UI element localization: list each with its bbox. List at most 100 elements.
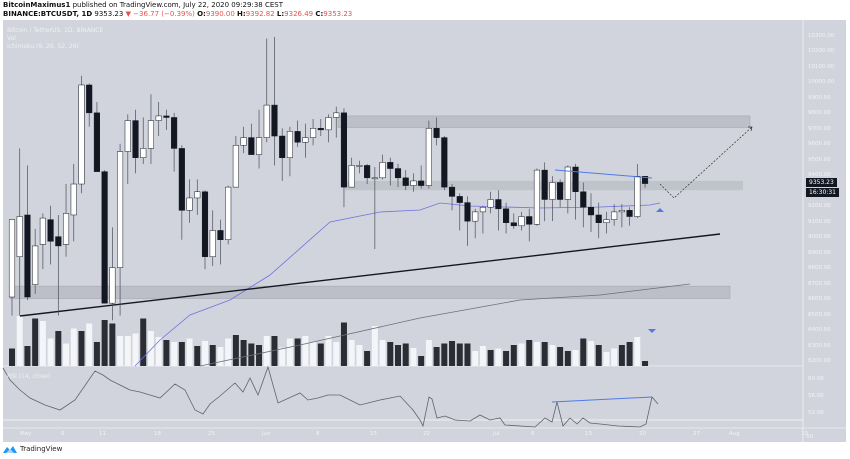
published-info: published on TradingView.com, July 22, 2…: [72, 1, 283, 9]
candle-body: [62, 213, 70, 245]
candle-body: [78, 84, 85, 185]
time-tick-label: Aug: [729, 431, 740, 437]
volume-bar: [472, 351, 479, 366]
volume-bar: [9, 348, 15, 366]
price-tick-label: 9100.00: [808, 218, 831, 225]
time-tick-label: 10: [801, 431, 808, 437]
volume-bar: [147, 331, 154, 366]
volume-bar: [441, 343, 448, 366]
candle-body: [101, 171, 108, 304]
tradingview-footer[interactable]: TradingView: [3, 445, 62, 453]
price-divergence-line: [554, 169, 653, 179]
price-tick-label: 10000.00: [808, 79, 835, 86]
volume-bar: [302, 336, 309, 366]
candle-body: [564, 166, 571, 200]
volume-bar: [510, 345, 517, 366]
candle-body: [533, 169, 541, 225]
long-ma-line: [199, 283, 691, 367]
volume-bar: [479, 346, 486, 366]
candle-body: [418, 180, 425, 186]
candle-body: [448, 186, 456, 197]
volume-bar: [348, 340, 355, 366]
volume-bar: [557, 347, 564, 366]
volume-bar: [163, 340, 170, 366]
volume-bar: [580, 338, 587, 366]
candle-body: [194, 191, 201, 199]
candle-body: [279, 135, 286, 158]
volume-bar: [232, 335, 239, 366]
rsi-tick: 56.00: [808, 393, 824, 399]
volume-bar: [340, 322, 347, 366]
candle-body: [618, 210, 625, 213]
volume-bar: [487, 350, 494, 366]
price-tick-label: 9000.00: [808, 234, 831, 241]
price-tick-label: 9900.00: [808, 94, 831, 101]
volume-bar: [526, 340, 533, 366]
publish-header: BitcoinMaximus1 published on TradingView…: [3, 1, 352, 19]
low-label: L:: [276, 10, 285, 18]
high-value: 9392.82: [245, 10, 275, 18]
rsi-tick: 52.00: [808, 410, 824, 416]
candle-body: [109, 267, 116, 304]
candle-body: [47, 219, 54, 242]
volume-bar: [93, 342, 100, 366]
candle-body: [39, 217, 46, 245]
candle-body: [425, 128, 432, 186]
price-tick-label: 10200.00: [808, 48, 835, 55]
volume-bar: [611, 348, 618, 366]
price-tick-label: 9600.00: [808, 141, 831, 148]
candle-body: [503, 208, 510, 223]
down-triangle-icon: [648, 329, 656, 333]
volume-bar: [402, 343, 409, 366]
open-value: 9390.00: [205, 10, 235, 18]
time-tick-label: Jun: [262, 431, 271, 437]
close-value: 9353.23: [323, 10, 353, 18]
chart-legend: Bitcoin / TetherUS, 1D, BINANCE Vol Ichi…: [7, 27, 103, 51]
high-label: H:: [237, 10, 246, 18]
legend-volume[interactable]: Vol: [7, 35, 16, 42]
time-tick-label: Jul: [493, 431, 500, 437]
candle-body: [302, 137, 309, 143]
candle-body: [433, 128, 440, 138]
candle-body: [16, 216, 23, 258]
volume-bar: [39, 321, 46, 366]
candle-body: [634, 176, 641, 217]
candle-body: [117, 151, 124, 268]
candle-body: [549, 182, 556, 200]
volume-bar: [202, 341, 208, 366]
chart-panel[interactable]: [3, 20, 846, 442]
volume-bar: [495, 348, 502, 366]
candle-body: [518, 216, 525, 227]
volume-bar: [271, 336, 278, 366]
volume-bar: [225, 338, 232, 366]
publisher-name[interactable]: BitcoinMaximus1: [3, 1, 71, 9]
volume-bar: [325, 336, 332, 366]
candle-body: [356, 165, 363, 167]
candle-body: [587, 206, 595, 216]
volume-bar: [140, 318, 147, 366]
volume-bar: [564, 351, 571, 366]
candle-body: [70, 183, 77, 216]
candle-body: [8, 219, 16, 298]
volume-bar: [634, 337, 641, 366]
rsi-legend[interactable]: RSI (14, close): [7, 373, 51, 380]
volume-bar: [86, 323, 93, 366]
volume-bar: [317, 343, 324, 366]
volume-bar: [186, 338, 193, 366]
volume-bar: [572, 350, 579, 366]
volume-bar: [240, 340, 247, 366]
time-tick-label: 18: [154, 431, 161, 437]
ascending-trendline: [19, 233, 721, 317]
candle-body: [155, 115, 162, 121]
volume-bar: [24, 346, 31, 366]
volume-bar: [595, 345, 602, 366]
legend-title[interactable]: Bitcoin / TetherUS, 1D, BINANCE: [7, 27, 104, 34]
volume-bar: [642, 361, 649, 366]
candle-body: [263, 104, 270, 138]
legend-ichimoku[interactable]: Ichimoku (9, 26, 52, 26): [7, 43, 79, 50]
candle-body: [140, 148, 147, 158]
time-tick-label: 13: [585, 431, 592, 437]
close-label: C:: [315, 10, 324, 18]
price-tick-label: 8700.00: [808, 280, 831, 287]
